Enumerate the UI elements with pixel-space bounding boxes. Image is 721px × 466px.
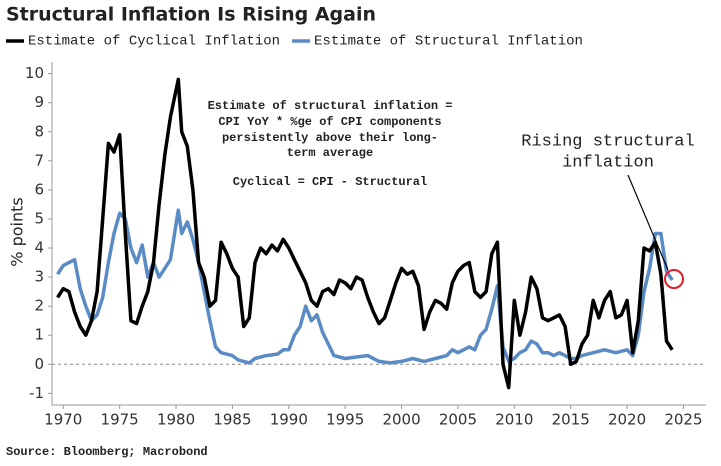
series-line (56, 208, 674, 365)
x-tick-label: 2005 (439, 411, 477, 429)
y-tick-label: 3 (34, 268, 44, 286)
legend: Estimate of Cyclical Inflation Estimate o… (6, 34, 583, 50)
annotations: Estimate of structural inflation = CPI Yo… (208, 99, 695, 289)
highlight-circle (664, 269, 684, 289)
plot-area: -1 0 1 2 3 4 5 6 7 8 9 10 1970 1975 1980 1985 1990 1995 20… (25, 62, 706, 429)
y-tick-label: 10 (25, 64, 44, 82)
y-tick-label: 9 (34, 93, 44, 111)
note-line: CPI YoY * %ge of CPI components (218, 115, 441, 129)
y-tick-label: 4 (34, 239, 44, 257)
x-tick-label: 1985 (213, 411, 251, 429)
y-tick-label: 6 (34, 180, 44, 198)
chart-title: Structural Inflation Is Rising Again (6, 4, 376, 26)
arrow-label: Rising structural (521, 132, 694, 151)
x-tick-label: 2010 (495, 411, 533, 429)
x-tick-label: 2000 (382, 411, 420, 429)
y-axis-label: % points (8, 197, 27, 266)
y-tick-label: 8 (34, 122, 44, 140)
y-tick-label: 0 (34, 355, 44, 373)
arrow-label: inflation (562, 153, 654, 172)
x-tick-label: 1975 (101, 411, 139, 429)
x-tick-label: 2015 (552, 411, 590, 429)
note-line: persistently above their long- (222, 131, 438, 145)
legend-label: Estimate of Cyclical Inflation (28, 34, 280, 50)
series-line (56, 77, 674, 390)
source: Source: Bloomberg; Macrobond (6, 445, 208, 459)
y-tick-label: 7 (34, 151, 44, 169)
x-tick-label: 2025 (664, 411, 702, 429)
arrow (627, 174, 669, 271)
note-line: Estimate of structural inflation = (208, 99, 453, 113)
y-tick-label: 1 (34, 326, 44, 344)
legend-label: Estimate of Structural Inflation (314, 34, 583, 50)
note-line: term average (287, 146, 373, 160)
x-tick-label: 1970 (44, 411, 82, 429)
note-line: Cyclical = CPI - Structural (233, 175, 427, 189)
x-tick-label: 2020 (608, 411, 646, 429)
y-tick-label: -1 (29, 384, 44, 402)
x-tick-label: 1990 (270, 411, 308, 429)
y-tick-label: 5 (34, 209, 44, 227)
x-tick-label: 1995 (326, 411, 364, 429)
x-tick-label: 1980 (157, 411, 195, 429)
y-tick-label: 2 (34, 297, 44, 315)
